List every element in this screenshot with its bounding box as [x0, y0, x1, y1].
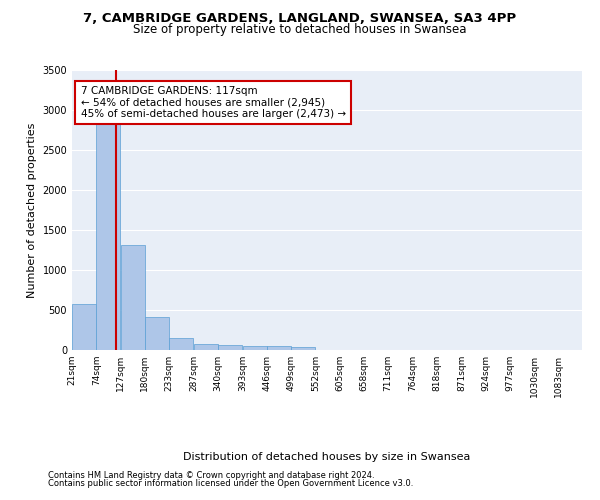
Bar — [242, 346, 266, 350]
Bar — [97, 116, 121, 350]
Text: Contains HM Land Registry data © Crown copyright and database right 2024.: Contains HM Land Registry data © Crown c… — [48, 471, 374, 480]
Bar — [291, 347, 315, 350]
Bar — [218, 345, 242, 350]
Bar — [194, 344, 218, 350]
Text: Contains public sector information licensed under the Open Government Licence v3: Contains public sector information licen… — [48, 478, 413, 488]
Bar — [145, 317, 169, 350]
Bar — [72, 304, 96, 350]
Text: 7, CAMBRIDGE GARDENS, LANGLAND, SWANSEA, SA3 4PP: 7, CAMBRIDGE GARDENS, LANGLAND, SWANSEA,… — [83, 12, 517, 26]
Bar — [121, 245, 145, 350]
Text: Size of property relative to detached houses in Swansea: Size of property relative to detached ho… — [133, 22, 467, 36]
Bar — [169, 338, 193, 350]
Text: 7 CAMBRIDGE GARDENS: 117sqm
← 54% of detached houses are smaller (2,945)
45% of : 7 CAMBRIDGE GARDENS: 117sqm ← 54% of det… — [81, 86, 346, 119]
Y-axis label: Number of detached properties: Number of detached properties — [27, 122, 37, 298]
Text: Distribution of detached houses by size in Swansea: Distribution of detached houses by size … — [184, 452, 470, 462]
Bar — [267, 346, 291, 350]
